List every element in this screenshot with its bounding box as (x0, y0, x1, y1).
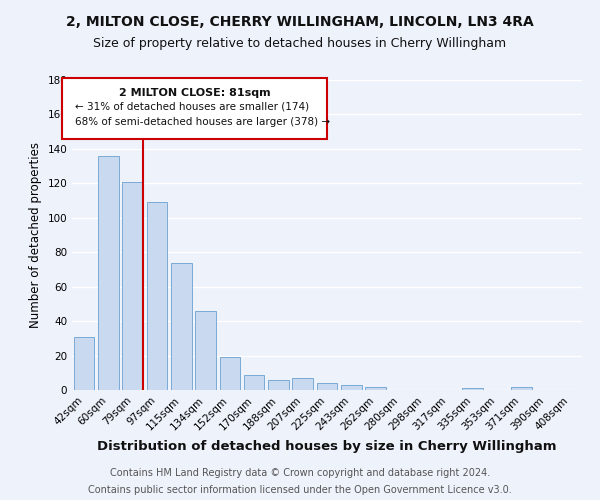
Bar (463, 388, 483, 390)
Bar (341, 385, 362, 390)
Bar (365, 386, 386, 390)
Bar (98, 156, 119, 390)
Bar (74, 336, 94, 390)
Text: Contains HM Land Registry data © Crown copyright and database right 2024.: Contains HM Land Registry data © Crown c… (110, 468, 490, 477)
Text: ← 31% of detached houses are smaller (174): ← 31% of detached houses are smaller (17… (74, 102, 308, 112)
Text: 2 MILTON CLOSE: 81sqm: 2 MILTON CLOSE: 81sqm (119, 88, 270, 98)
Bar (317, 383, 337, 390)
Y-axis label: Number of detached properties: Number of detached properties (29, 142, 42, 328)
Bar (220, 358, 240, 390)
Text: Size of property relative to detached houses in Cherry Willingham: Size of property relative to detached ho… (94, 38, 506, 51)
Text: 68% of semi-detached houses are larger (378) →: 68% of semi-detached houses are larger (… (74, 117, 329, 127)
Bar (171, 262, 191, 390)
Bar (195, 311, 216, 390)
FancyBboxPatch shape (62, 78, 327, 139)
Bar (146, 202, 167, 390)
Bar (122, 182, 143, 390)
X-axis label: Distribution of detached houses by size in Cherry Willingham: Distribution of detached houses by size … (97, 440, 557, 453)
Bar (244, 374, 265, 390)
Text: 2, MILTON CLOSE, CHERRY WILLINGHAM, LINCOLN, LN3 4RA: 2, MILTON CLOSE, CHERRY WILLINGHAM, LINC… (66, 15, 534, 29)
Bar (268, 380, 289, 390)
Bar (292, 378, 313, 390)
Text: Contains public sector information licensed under the Open Government Licence v3: Contains public sector information licen… (88, 485, 512, 495)
Bar (511, 386, 532, 390)
